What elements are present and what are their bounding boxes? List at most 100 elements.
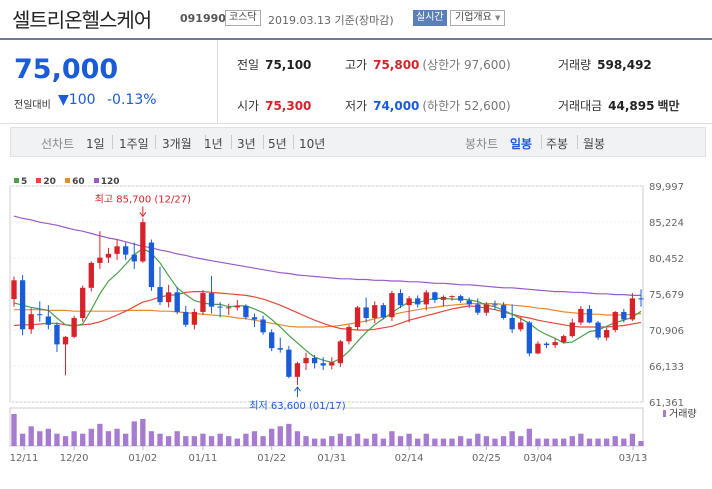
candle-body	[54, 324, 60, 345]
candle-body	[71, 317, 77, 337]
high-annotation: 최고 85,700 (12/27)	[95, 193, 191, 205]
tab-3month[interactable]: 3개월	[162, 137, 192, 151]
realtime-button[interactable]: 실시간	[413, 10, 447, 26]
stat-label: 고가	[345, 58, 368, 72]
ma120-line	[13, 215, 641, 296]
x-tick-label: 12/11	[10, 453, 39, 464]
candle-body	[97, 257, 103, 263]
candle	[260, 315, 266, 335]
tab-1day[interactable]: 1일	[86, 137, 105, 151]
volume-bar	[80, 433, 86, 446]
candle-body	[543, 343, 550, 346]
volume-bar	[157, 433, 163, 446]
down-triangle-icon: ▼	[58, 92, 69, 108]
volume-bar	[71, 431, 77, 446]
volume-bar	[28, 426, 34, 446]
candle-body	[415, 298, 421, 305]
tab-1week[interactable]: 1주일	[119, 137, 149, 151]
tab-daily[interactable]: 일봉	[510, 137, 533, 151]
volume-bar	[552, 438, 558, 446]
candle	[380, 302, 386, 320]
candle	[140, 218, 146, 263]
volume-bar	[140, 418, 146, 446]
candle	[71, 315, 77, 339]
candle	[320, 357, 326, 371]
current-price: 75,000	[14, 54, 119, 85]
line-chart-label: 선차트	[41, 137, 75, 151]
volume-bar	[217, 433, 223, 446]
candle-body	[475, 304, 481, 313]
company-info-dropdown[interactable]: 기업개요 ▼	[450, 10, 506, 26]
legend-label: 120	[100, 177, 120, 187]
low-arrow-head	[294, 386, 301, 392]
candle-body	[165, 292, 172, 303]
divider	[293, 135, 294, 149]
legend-item: 120	[93, 177, 120, 187]
candle	[578, 305, 584, 325]
candle	[62, 336, 69, 376]
volume-bar	[183, 436, 189, 446]
y-tick-label: 66,133	[649, 362, 684, 373]
volume-bar	[329, 436, 335, 446]
ma5-line	[13, 247, 642, 364]
candle	[552, 339, 558, 349]
volume-bar	[595, 438, 601, 446]
candle	[423, 290, 429, 311]
x-tick-label: 01/22	[257, 453, 286, 464]
volume-bar	[466, 438, 472, 446]
tab-3year[interactable]: 3년	[237, 137, 256, 151]
volume-bar	[406, 433, 412, 446]
volume-bar	[97, 423, 103, 446]
tab-weekly[interactable]: 주봉	[546, 137, 569, 151]
tab-10year[interactable]: 10년	[299, 137, 326, 151]
x-tick-label: 03/13	[619, 453, 648, 464]
candle	[243, 304, 249, 320]
candle	[191, 308, 198, 330]
low-annotation: 최저 63,600 (01/17)	[249, 400, 345, 412]
candle	[28, 308, 34, 334]
candle-body	[483, 304, 490, 313]
volume-bar	[380, 438, 386, 446]
volume-bar	[11, 414, 17, 446]
current-price-box: 75,000 전일대비 ▼100 -0.13%	[0, 40, 218, 124]
volume-bar	[561, 438, 567, 446]
volume-bar	[226, 436, 232, 446]
candle	[406, 296, 412, 323]
volume-bar	[397, 436, 404, 446]
volume-bar	[311, 438, 318, 446]
caret-down-icon: ▼	[495, 14, 501, 22]
volume-bar	[320, 438, 326, 446]
tab-monthly[interactable]: 월봉	[583, 137, 606, 151]
stat-value: 598,492	[597, 58, 652, 72]
candle	[595, 320, 601, 340]
candle-body	[346, 327, 352, 342]
volume-bar	[578, 433, 584, 446]
volume-bar	[475, 433, 481, 446]
tab-1year[interactable]: 1년	[204, 137, 223, 151]
candle	[19, 274, 26, 336]
candle-body	[457, 296, 464, 301]
volume-bar	[483, 436, 490, 446]
candle	[440, 295, 447, 307]
candle	[475, 298, 481, 315]
stat-label: 거래량	[558, 58, 592, 72]
candle-body	[217, 306, 223, 308]
candle-body	[432, 292, 438, 300]
tab-5year[interactable]: 5년	[268, 137, 287, 151]
candle	[612, 311, 618, 333]
candle-body	[183, 311, 189, 325]
candle	[97, 231, 103, 269]
stat-label: 저가	[345, 99, 368, 113]
candle-body	[638, 298, 644, 300]
candle	[569, 318, 575, 338]
volume-bar	[621, 438, 627, 446]
candle	[329, 357, 335, 370]
x-tick-label: 01/11	[189, 453, 218, 464]
candle	[88, 261, 94, 292]
candle-body	[88, 262, 94, 288]
date-suffix: 기준(장마감)	[334, 14, 394, 27]
candle	[432, 291, 438, 303]
candle	[372, 301, 378, 324]
volume-bar	[105, 431, 112, 446]
